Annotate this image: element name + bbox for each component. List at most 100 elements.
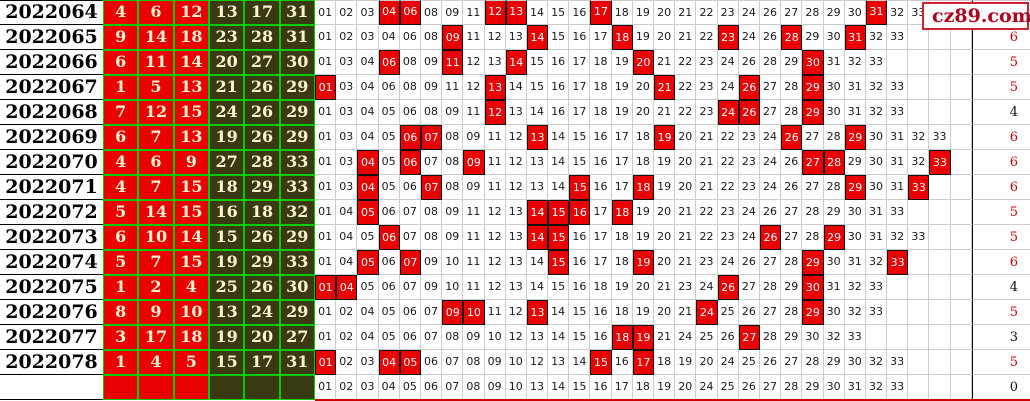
grid-cell: 09 (442, 0, 464, 25)
grid-cell-empty (950, 150, 972, 175)
grid-cell: 32 (844, 50, 866, 75)
ball-cell: 7 (138, 125, 174, 150)
grid-cell-empty (950, 100, 972, 125)
ball-cell: 21 (208, 75, 245, 100)
grid-cell-empty (908, 25, 930, 50)
grid-cell: 04 (378, 25, 400, 50)
grid-cell: 08 (442, 325, 464, 350)
ball-cell: 33 (279, 250, 315, 275)
grid-cell: 32 (887, 225, 909, 250)
grid-cell-hit: 13 (505, 0, 527, 25)
grid-cell: 22 (696, 225, 718, 250)
grid-cell: 33 (844, 325, 866, 350)
grid-cell: 28 (759, 325, 782, 350)
grid-cell-hit: 31 (865, 0, 888, 25)
grid-cell-hit: 13 (484, 75, 506, 100)
grid-cell: 01 (315, 100, 337, 125)
grid-cell-hit: 30 (802, 50, 824, 75)
grid-cell: 01 (315, 0, 337, 25)
grid-cell: 28 (823, 125, 845, 150)
grid-cell: 05 (378, 300, 400, 325)
ball-cell: 12 (138, 100, 174, 125)
ball-cell: 6 (103, 225, 139, 250)
grid-cell: 32 (865, 350, 888, 375)
table-row: 2022070 4 6 9 27 28 33 01 03 04 05 06 07 08 09 11 12 13 14… (0, 150, 1030, 175)
grid-cell-hit: 19 (632, 250, 654, 275)
grid-cell-empty (929, 350, 951, 375)
grid-cell-hit: 05 (357, 250, 379, 275)
grid-cell: 07 (442, 375, 464, 400)
grid-cell-hit: 06 (378, 225, 400, 250)
grid-cell: 01 (315, 225, 337, 250)
grid-cell: 14 (548, 125, 570, 150)
number-grid: 01 03 04 05 06 07 08 09 11 12 13 14 15 16 17 18 19 20 21 22… (315, 125, 972, 150)
grid-cell: 20 (675, 150, 697, 175)
grid-cell: 10 (505, 375, 527, 400)
grid-cell: 04 (357, 125, 379, 150)
grid-cell: 21 (654, 50, 676, 75)
ball-cell: 7 (103, 100, 139, 125)
ball-cell: 28 (244, 25, 280, 50)
table-row: 2022075 1 2 4 25 26 30 01 04 05 06 07 09 10 11 12 13 14 15… (0, 275, 1030, 300)
grid-cell: 25 (696, 325, 718, 350)
grid-cell: 16 (611, 350, 633, 375)
period-cell: 2022064 (0, 0, 103, 25)
grid-cell-hit: 15 (548, 250, 570, 275)
grid-cell: 13 (526, 175, 549, 200)
grid-cell: 15 (548, 25, 570, 50)
grid-cell: 20 (632, 100, 654, 125)
grid-cell: 06 (378, 275, 400, 300)
grid-cell: 32 (865, 25, 888, 50)
grid-cell-hit: 18 (611, 325, 633, 350)
grid-cell-hit: 21 (654, 75, 676, 100)
grid-cell: 24 (717, 350, 739, 375)
grid-cell: 02 (336, 0, 358, 25)
grid-cell: 32 (865, 100, 888, 125)
period-cell: 2022076 (0, 300, 103, 325)
grid-cell: 31 (887, 150, 909, 175)
site-logo-link[interactable]: cz89.com (922, 2, 1030, 30)
ball-cell: 13 (208, 300, 245, 325)
grid-cell: 11 (484, 150, 506, 175)
grid-cell: 30 (844, 200, 866, 225)
grid-cell: 12 (505, 175, 527, 200)
grid-cell: 06 (378, 200, 400, 225)
grid-cell: 08 (442, 175, 464, 200)
grid-cell: 19 (654, 375, 676, 400)
grid-cell: 32 (823, 325, 845, 350)
grid-cell: 33 (865, 50, 888, 75)
hit-count-cell: 6 (972, 250, 1030, 275)
grid-cell: 16 (548, 100, 570, 125)
grid-cell: 26 (759, 25, 782, 50)
ball-cell: 27 (244, 50, 280, 75)
grid-cell: 12 (484, 250, 506, 275)
grid-cell-empty (929, 275, 951, 300)
grid-cell-hit: 14 (526, 200, 549, 225)
grid-cell: 17 (569, 100, 591, 125)
ball-cell: 6 (138, 0, 174, 25)
grid-cell-empty (908, 300, 930, 325)
grid-cell: 11 (442, 75, 464, 100)
grid-cell: 33 (887, 75, 909, 100)
grid-cell: 27 (759, 300, 782, 325)
grid-cell-hit: 09 (442, 300, 464, 325)
grid-cell: 16 (590, 325, 612, 350)
ball-cell: 23 (208, 25, 245, 50)
drawn-balls: 3 17 18 19 20 27 (103, 325, 315, 350)
grid-cell-empty (908, 325, 930, 350)
grid-cell: 04 (357, 75, 379, 100)
period-cell: 2022067 (0, 75, 103, 100)
grid-cell: 31 (865, 200, 888, 225)
grid-cell: 12 (526, 350, 549, 375)
grid-cell-empty (950, 75, 972, 100)
grid-cell: 09 (420, 250, 443, 275)
grid-cell: 01 (315, 175, 337, 200)
grid-cell: 22 (675, 100, 697, 125)
ball-cell: 20 (208, 50, 245, 75)
grid-cell: 21 (675, 25, 697, 50)
grid-cell: 09 (420, 75, 443, 100)
ball-cell: 11 (138, 50, 174, 75)
grid-cell: 22 (717, 125, 739, 150)
ball-cell: 26 (244, 75, 280, 100)
